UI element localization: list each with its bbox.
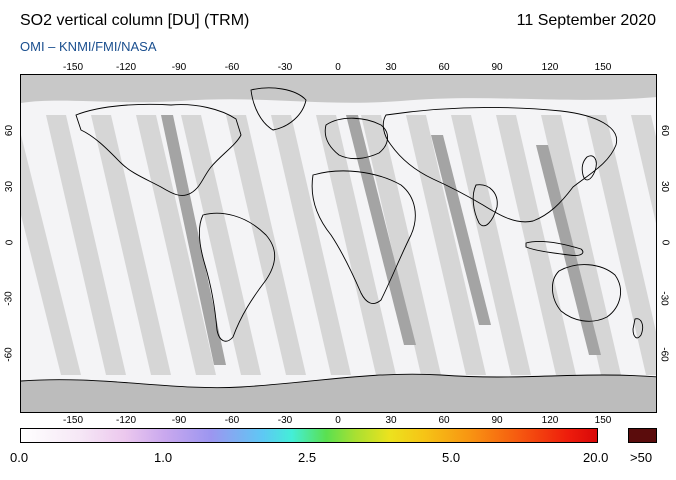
europe-coast [324, 117, 388, 160]
india-coast [472, 184, 498, 227]
colorbar-label: 0.0 [10, 450, 29, 465]
colorbar-label: 5.0 [442, 450, 461, 465]
map-canvas [21, 75, 656, 412]
lat-tick-right: 60 [659, 124, 671, 137]
arctic-nodata [21, 75, 656, 103]
lon-tick-top: -150 [62, 62, 84, 73]
lon-tick-top: 120 [541, 62, 559, 73]
lon-tick-bottom: -150 [62, 415, 84, 426]
colorbar-label: 20.0 [583, 450, 609, 465]
lat-tick-left: 60 [4, 124, 16, 137]
lat-tick-right: 0 [659, 239, 671, 246]
lat-tick-left: 30 [4, 180, 16, 193]
colorbar-over-label: >50 [630, 450, 653, 465]
lon-tick-bottom: 150 [594, 415, 612, 426]
lon-tick-bottom: -60 [224, 415, 240, 426]
lon-tick-bottom: -90 [171, 415, 187, 426]
colorbar-over-swatch [628, 428, 657, 443]
asia-coast [382, 107, 618, 223]
lat-tick-right: -60 [658, 347, 670, 362]
swath-gaps [21, 115, 656, 375]
data-source: OMI – KNMI/FMI/NASA [20, 39, 157, 54]
lon-tick-bottom: 0 [335, 415, 341, 426]
lat-tick-left: 0 [4, 239, 16, 246]
lon-tick-bottom: -30 [277, 415, 293, 426]
lon-tick-top: -30 [277, 62, 293, 73]
map-date: 11 September 2020 [516, 12, 656, 29]
north-america-coast [75, 103, 242, 196]
lat-tick-left: -60 [3, 347, 15, 362]
colorbar-label: 1.0 [154, 450, 173, 465]
japan-coast [581, 155, 597, 181]
lon-tick-top: -90 [171, 62, 187, 73]
lon-tick-top: 90 [491, 62, 503, 73]
south-america-coast [198, 212, 276, 342]
new-zealand-coast [632, 318, 644, 339]
lon-tick-bottom: 30 [385, 415, 397, 426]
lon-tick-top: 60 [438, 62, 450, 73]
greenland-coast [250, 87, 307, 131]
lat-tick-right: -30 [658, 291, 670, 306]
lon-tick-top: -60 [224, 62, 240, 73]
lon-tick-top: 0 [335, 62, 341, 73]
lat-tick-left: -30 [3, 291, 15, 306]
colorbar-label: 2.5 [298, 450, 317, 465]
lon-tick-bottom: 90 [491, 415, 503, 426]
lon-tick-top: -120 [115, 62, 137, 73]
australia-coast [552, 264, 622, 322]
map-title: SO2 vertical column [DU] (TRM) [20, 12, 250, 29]
indonesia-coast [525, 240, 584, 256]
so2-map [20, 74, 657, 413]
lon-tick-bottom: -120 [115, 415, 137, 426]
lon-tick-top: 150 [594, 62, 612, 73]
lon-tick-bottom: 120 [541, 415, 559, 426]
so2-colorbar [20, 428, 598, 443]
antarctic-nodata [21, 374, 656, 412]
africa-coast [311, 170, 416, 304]
lat-tick-right: 30 [659, 180, 671, 193]
coastlines [21, 87, 656, 389]
lon-tick-top: 30 [385, 62, 397, 73]
lon-tick-bottom: 60 [438, 415, 450, 426]
antarctica-coast [21, 373, 656, 389]
